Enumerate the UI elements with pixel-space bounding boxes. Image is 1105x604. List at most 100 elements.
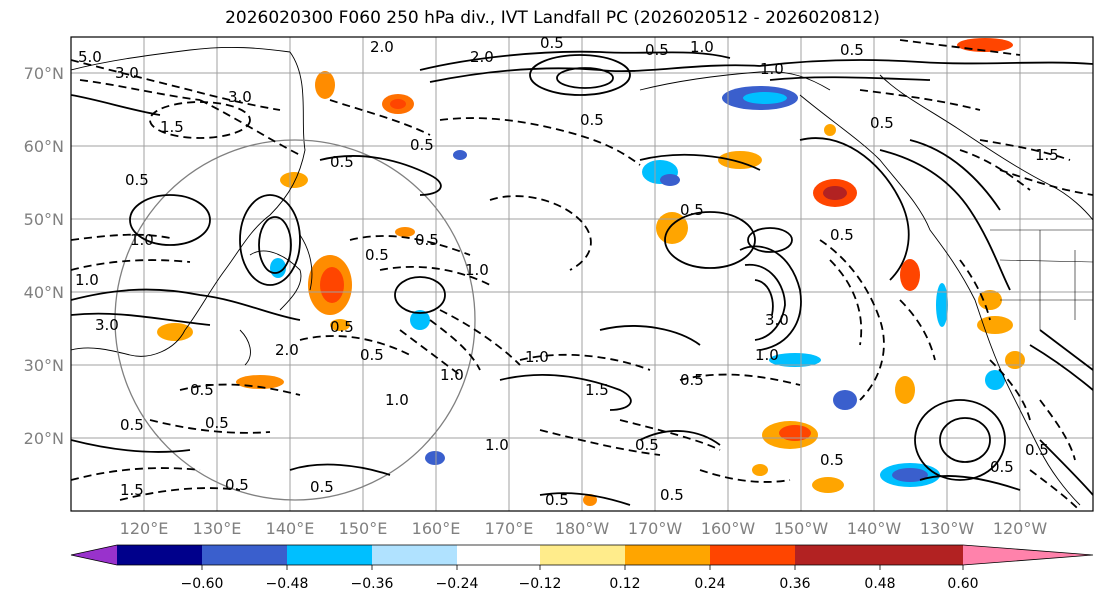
colorbar-segment [457,545,540,565]
lat-tick-label: 70°N [24,64,64,83]
colorbar-segment [880,545,963,565]
contour-label: 0.5 [680,201,704,219]
colorbar-tick-label: −0.60 [181,576,224,592]
divergence-shading [157,38,1025,506]
contour-label: 0.5 [870,114,894,132]
contour-label: 3.0 [765,311,789,329]
contour-label: 5.0 [78,48,102,66]
contour-label: 0.5 [360,346,384,364]
contour-label: 0.5 [330,318,354,336]
contour-label: 0.5 [125,171,149,189]
contour-label: 1.0 [130,231,154,249]
colorbar-low-extension [71,545,117,565]
contour-label: 0.5 [645,41,669,59]
contour-label: 0.5 [840,41,864,59]
contour-label: 1.0 [690,38,714,56]
colorbar-tick-label: 0.12 [609,576,640,592]
contour-label: 1.0 [760,60,784,78]
solid-contours [71,50,1093,506]
lat-tick-label: 40°N [24,283,64,302]
lon-tick-label: 130°E [193,519,242,538]
colorbar-tick-label: −0.48 [266,576,309,592]
lat-axis: 70°N 60°N 50°N 40°N 30°N 20°N [24,64,64,448]
range-circle [114,139,476,501]
lon-tick-label: 170°E [485,519,534,538]
contour-labels: 5.0 3.0 2.0 0.5 0.5 1.0 0.5 1.0 3.0 1.5 … [75,34,1059,509]
lon-axis: 120°E 130°E 140°E 150°E 160°E 170°E 180°… [120,519,1048,538]
map-frame [70,36,1094,512]
contour-label: 1.0 [755,346,779,364]
lat-tick-label: 60°N [24,137,64,156]
map-title: 2026020300 F060 250 hPa div., IVT Landfa… [225,8,880,28]
lon-tick-label: 120°W [993,519,1048,538]
coastlines [71,46,1093,506]
lat-tick-label: 30°N [24,356,64,375]
contour-label: 0.5 [410,136,434,154]
colorbar-segment [287,545,372,565]
lon-tick-label: 150°W [774,519,829,538]
colorbar-tick-label: −0.24 [436,576,479,592]
colorbar-segment [795,545,880,565]
contour-label: 0.5 [190,381,214,399]
colorbar-segment [372,545,457,565]
lon-tick-label: 180°W [555,519,610,538]
contour-label: 0.5 [660,486,684,504]
graticule [71,37,1093,511]
contour-label: 0.5 [830,226,854,244]
contour-label: 3.0 [95,316,119,334]
contour-label: 0.5 [990,458,1014,476]
lon-tick-label: 160°E [412,519,461,538]
state-borders [990,229,1093,330]
contour-label: 2.0 [470,48,494,66]
contour-label: 2.0 [275,341,299,359]
contour-label: 0.5 [225,476,249,494]
contour-label: 3.0 [228,88,252,106]
dashed-contours [71,39,1093,511]
colorbar-tick-label: −0.12 [519,576,562,592]
contour-label: 2.0 [370,38,394,56]
contour-label: 0.5 [635,436,659,454]
contour-label: 0.5 [205,414,229,432]
contour-label: 0.5 [415,231,439,249]
colorbar-tick-label: −0.36 [351,576,394,592]
contour-label: 0.5 [120,416,144,434]
colorbar-high-extension [963,545,1093,565]
lon-tick-label: 130°W [920,519,975,538]
lon-tick-label: 170°W [628,519,683,538]
colorbar-segment [625,545,710,565]
lon-tick-label: 120°E [120,519,169,538]
colorbar-segment [710,545,795,565]
colorbar-ticks [201,565,964,570]
contour-label: 0.5 [545,491,569,509]
contour-label: 0.5 [580,111,604,129]
contour-label: 1.0 [385,391,409,409]
contour-label: 3.0 [115,64,139,82]
contour-label: 1.0 [75,271,99,289]
colorbar-tick-label: 0.60 [947,576,978,592]
colorbar-segment [202,545,287,565]
contour-label: 1.0 [440,366,464,384]
lat-tick-label: 20°N [24,429,64,448]
contour-label: 1.5 [160,118,184,136]
contour-label: 0.5 [540,34,564,52]
colorbar-tick-label: 0.24 [694,576,725,592]
contour-label: 1.5 [1035,146,1059,164]
lon-tick-label: 140°W [847,519,902,538]
contour-label: 0.5 [330,153,354,171]
contour-label: 1.0 [485,436,509,454]
colorbar-segment [117,545,202,565]
colorbar-tick-label: 0.48 [864,576,895,592]
contour-label: 0.5 [365,246,389,264]
lon-tick-label: 140°E [266,519,315,538]
contour-label: 0.5 [680,371,704,389]
contour-label: 1.0 [465,261,489,279]
contour-label: 1.5 [120,481,144,499]
contour-label: 0.5 [310,478,334,496]
colorbar-outline [70,544,1094,566]
contour-label: 0.5 [1025,441,1049,459]
colorbar: −0.60 −0.48 −0.36 −0.24 −0.12 0.12 0.24 … [70,544,1094,592]
lat-tick-label: 50°N [24,210,64,229]
colorbar-tick-label: 0.36 [779,576,810,592]
lon-tick-label: 160°W [701,519,756,538]
